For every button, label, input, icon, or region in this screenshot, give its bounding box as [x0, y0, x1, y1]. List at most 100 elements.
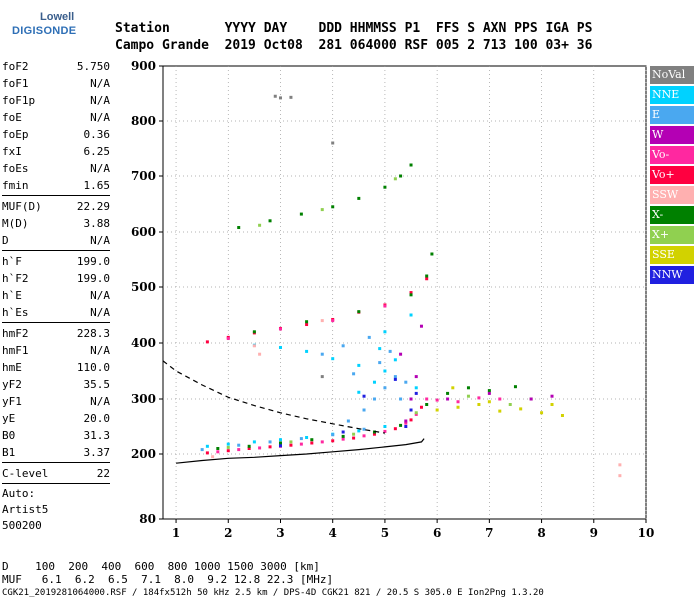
param-code: 500200: [2, 519, 42, 532]
data-point: [399, 174, 403, 178]
param-row: h`F2 199.0: [2, 270, 110, 287]
data-point: [409, 408, 413, 412]
param-row: M(D) 3.88: [2, 215, 110, 232]
data-point: [393, 177, 397, 181]
param-row: foEs N/A: [2, 160, 110, 177]
param-name: D: [2, 234, 9, 247]
data-point: [258, 223, 262, 227]
data-point: [278, 96, 282, 100]
data-point: [237, 443, 241, 447]
data-point: [299, 212, 303, 216]
legend-entry: Vo+: [650, 166, 694, 184]
param-row: yF1 N/A: [2, 393, 110, 410]
param-name: h`F: [2, 255, 22, 268]
data-point: [289, 443, 293, 447]
param-row: foF1 N/A: [2, 75, 110, 92]
data-point: [425, 274, 429, 278]
data-point: [268, 440, 272, 444]
data-point: [352, 372, 356, 376]
data-point: [278, 327, 282, 331]
param-value: N/A: [90, 234, 110, 247]
data-point: [372, 397, 376, 401]
param-value: N/A: [90, 162, 110, 175]
x-tick-label: 8: [537, 526, 545, 540]
data-point: [278, 345, 282, 349]
data-point: [435, 408, 439, 412]
param-value: 35.5: [83, 378, 111, 391]
data-point: [446, 397, 450, 401]
legend-entry: SSW: [650, 186, 694, 204]
param-value: N/A: [90, 94, 110, 107]
param-row: MUF(D) 22.29: [2, 198, 110, 215]
param-value: N/A: [90, 344, 110, 357]
data-point: [399, 423, 403, 427]
data-point: [331, 439, 335, 443]
legend-entry: NoVal: [650, 66, 694, 84]
data-point: [237, 448, 241, 452]
data-point: [414, 391, 418, 395]
data-point: [357, 196, 361, 200]
data-point: [341, 434, 345, 438]
data-point: [446, 391, 450, 395]
data-point: [357, 390, 361, 394]
param-value: 228.3: [76, 327, 110, 340]
data-point: [399, 397, 403, 401]
data-point: [519, 407, 523, 411]
y-tick-label: 500: [131, 280, 156, 294]
param-row: foE N/A: [2, 109, 110, 126]
data-point: [341, 430, 345, 434]
param-divider: [2, 483, 110, 484]
data-point: [305, 323, 309, 327]
data-point: [268, 219, 272, 223]
data-point: [289, 440, 293, 444]
legend-entry: X-: [650, 206, 694, 224]
data-point: [237, 226, 241, 230]
x-tick-label: 10: [638, 526, 655, 540]
data-point: [393, 358, 397, 362]
data-point: [425, 403, 429, 406]
data-point: [252, 344, 256, 348]
data-point: [414, 375, 418, 379]
data-point: [252, 440, 256, 444]
legend-entry: W: [650, 126, 694, 144]
data-point: [346, 419, 350, 423]
legend-entry: NNE: [650, 86, 694, 104]
data-point: [378, 347, 382, 351]
data-point: [341, 437, 345, 441]
param-name: yF2: [2, 378, 22, 391]
data-point: [383, 185, 387, 189]
data-point: [320, 440, 324, 444]
data-point: [430, 252, 434, 256]
data-point: [252, 330, 256, 334]
data-point: [216, 447, 220, 450]
param-divider: [2, 322, 110, 323]
data-point: [466, 394, 470, 398]
param-row: fxI 6.25: [2, 143, 110, 160]
param-value: 0.36: [83, 128, 111, 141]
data-point: [226, 445, 230, 449]
muf-row: MUF 6.1 6.2 6.5 7.1 8.0 9.2 12.8 22.3 [M…: [2, 573, 334, 586]
data-point: [383, 304, 387, 308]
data-point: [331, 433, 335, 437]
param-name: fmin: [2, 179, 29, 192]
data-point: [278, 438, 282, 442]
data-point: [414, 411, 418, 415]
data-point: [404, 421, 408, 425]
y-tick-label: 300: [131, 392, 156, 406]
data-point: [529, 397, 533, 401]
data-point: [393, 427, 397, 431]
logo-lowell-text: Lowell: [40, 11, 75, 23]
data-point: [414, 412, 418, 416]
data-point: [425, 397, 429, 401]
data-point: [367, 335, 371, 339]
param-name: hmF2: [2, 327, 29, 340]
data-point: [393, 375, 397, 379]
data-point: [305, 349, 309, 353]
legend-entry: Vo-: [650, 146, 694, 164]
data-point: [414, 386, 418, 390]
legend-entry: X+: [650, 226, 694, 244]
data-point: [498, 397, 502, 401]
param-value: N/A: [90, 77, 110, 90]
data-point: [487, 391, 491, 395]
